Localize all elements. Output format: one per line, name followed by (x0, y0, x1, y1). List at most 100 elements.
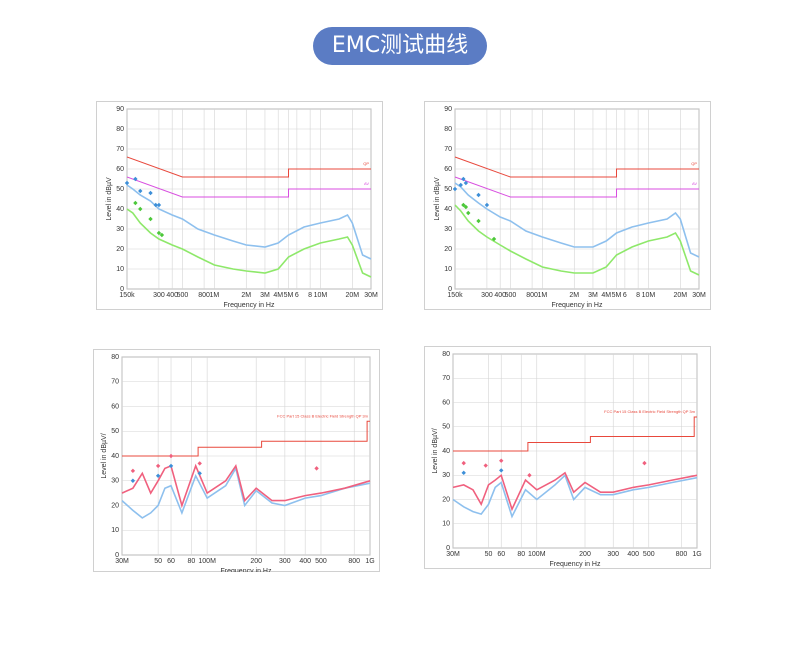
x-tick-label: 400 (299, 558, 311, 565)
x-tick-label: 100M (198, 558, 216, 565)
x-tick-label: 30M (692, 292, 706, 299)
y-tick-label: 10 (442, 521, 450, 528)
series-line (126, 156, 371, 178)
x-tick-label: 800 (526, 292, 538, 299)
y-tick-label: 80 (111, 354, 119, 361)
y-tick-label: 40 (116, 206, 124, 213)
x-tick-label: 100M (528, 551, 546, 558)
series-line (454, 156, 699, 178)
x-tick-label: 400 (494, 292, 506, 299)
y-tick-label: 0 (115, 552, 119, 559)
x-axis-label: Frequency in Hz (221, 568, 272, 572)
y-tick-label: 60 (444, 166, 452, 173)
x-tick-label: 30M (364, 292, 378, 299)
x-tick-label: 200 (579, 551, 591, 558)
marker (156, 230, 162, 236)
series-line (126, 176, 371, 198)
y-tick-label: 60 (442, 399, 450, 406)
y-tick-label: 40 (442, 448, 450, 455)
series-label: QP (363, 161, 369, 166)
x-tick-label: 800 (676, 551, 688, 558)
marker (168, 463, 174, 469)
x-tick-label: 10M (314, 292, 328, 299)
x-tick-label: 300 (279, 558, 291, 565)
marker (642, 460, 647, 466)
y-tick-label: 30 (111, 478, 119, 485)
series-line (454, 176, 699, 198)
x-tick-label: 10M (642, 292, 656, 299)
marker (484, 202, 490, 208)
marker (130, 468, 136, 474)
marker (138, 188, 143, 194)
y-tick-label: 20 (444, 246, 452, 253)
marker (130, 478, 136, 483)
x-tick-label: 1M (209, 292, 219, 299)
marker (155, 473, 161, 478)
x-tick-label: 3M (260, 292, 270, 299)
y-tick-label: 10 (111, 527, 119, 534)
x-tick-label: 500 (177, 292, 189, 299)
x-tick-label: 200 (250, 558, 262, 565)
x-tick-label: 800 (348, 558, 360, 565)
series-line (453, 416, 697, 452)
series-line (452, 471, 698, 512)
y-axis-label: Level in dBµV (106, 177, 113, 221)
marker (499, 468, 504, 473)
x-tick-label: 150k (119, 292, 135, 299)
series-line (126, 208, 372, 278)
series-label: QP (691, 161, 697, 166)
x-tick-label: 50 (485, 551, 493, 558)
y-tick-label: 40 (444, 206, 452, 213)
x-tick-label: 5M (612, 292, 622, 299)
x-tick-label: 300 (153, 292, 165, 299)
marker (155, 463, 161, 469)
y-axis-label: Level in dBµV/ (432, 428, 439, 473)
marker (461, 460, 466, 466)
marker (159, 232, 165, 238)
x-axis-label: Frequency in Hz (224, 302, 275, 309)
x-tick-label: 8 (636, 292, 640, 299)
marker (314, 466, 319, 471)
x-tick-label: 400 (166, 292, 178, 299)
marker (476, 192, 481, 198)
x-tick-label: 500 (643, 551, 655, 558)
y-tick-label: 10 (116, 266, 124, 273)
y-axis-label: Level in dBµV (434, 177, 441, 221)
y-tick-label: 30 (116, 226, 124, 233)
page-title: EMC测试曲线 (313, 27, 487, 65)
marker (461, 470, 466, 476)
x-tick-label: 30M (446, 551, 460, 558)
y-tick-label: 0 (448, 286, 452, 293)
marker (463, 204, 469, 210)
x-tick-label: 3M (588, 292, 598, 299)
marker (197, 461, 202, 466)
x-tick-label: 4M (273, 292, 283, 299)
y-tick-label: 50 (442, 424, 450, 431)
marker (452, 186, 458, 192)
x-tick-label: 1G (692, 551, 701, 558)
marker (461, 176, 466, 182)
x-tick-label: 300 (481, 292, 493, 299)
marker (466, 210, 471, 216)
x-tick-label: 400 (627, 551, 639, 558)
series-line (454, 204, 700, 276)
series-line (452, 473, 698, 519)
y-tick-label: 60 (116, 166, 124, 173)
marker (491, 236, 497, 242)
x-tick-label: 800 (198, 292, 210, 299)
x-tick-label: 150k (447, 292, 463, 299)
plot-area (126, 108, 372, 290)
x-tick-label: 5M (284, 292, 294, 299)
x-tick-label: 30M (115, 558, 129, 565)
x-tick-label: 1G (365, 558, 374, 565)
series-line (121, 463, 371, 509)
marker (527, 473, 532, 478)
y-tick-label: 0 (120, 286, 124, 293)
y-tick-label: 50 (444, 186, 452, 193)
x-axis-label: Frequency in Hz (552, 302, 603, 309)
y-tick-label: 80 (116, 126, 124, 133)
